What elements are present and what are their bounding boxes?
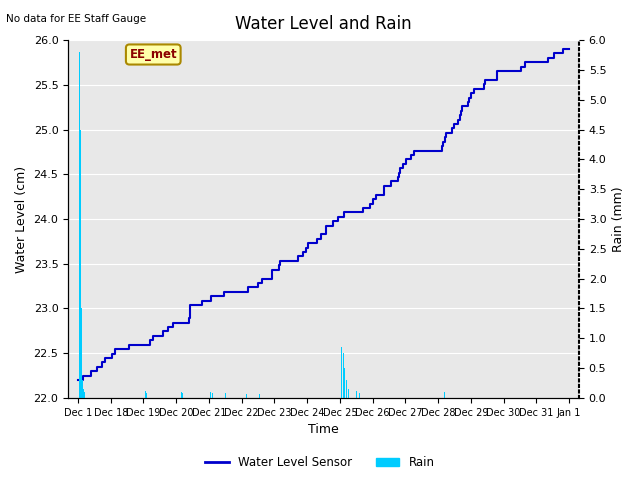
Bar [443,391,444,398]
Bar [244,393,245,398]
Bar [444,392,445,398]
Bar [84,392,85,398]
Bar [79,52,80,398]
Y-axis label: Water Level (cm): Water Level (cm) [15,166,28,273]
Bar [258,393,259,398]
Text: No data for EE Staff Gauge: No data for EE Staff Gauge [6,14,147,24]
Bar [80,130,81,398]
Bar [180,392,182,398]
Y-axis label: Rain (mm): Rain (mm) [612,186,625,252]
Bar [346,380,347,398]
Bar [343,353,344,398]
Bar [344,368,345,398]
Bar [341,347,342,398]
Bar [81,309,82,398]
Title: Water Level and Rain: Water Level and Rain [236,15,412,33]
Bar [348,389,349,398]
Bar [79,70,81,398]
Bar [182,393,183,398]
X-axis label: Time: Time [308,423,339,436]
Text: EE_met: EE_met [129,48,177,61]
Bar [225,393,226,398]
Legend: Water Level Sensor, Rain: Water Level Sensor, Rain [200,452,440,474]
Bar [83,389,84,398]
Bar [210,392,211,398]
Bar [80,219,81,398]
Bar [246,394,247,398]
Bar [81,368,83,398]
Bar [359,393,360,398]
Bar [259,394,260,398]
